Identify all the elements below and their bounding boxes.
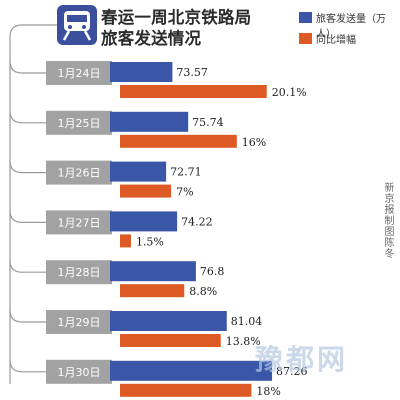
date-label: 1月28日	[58, 266, 101, 279]
date-label: 1月26日	[58, 167, 101, 180]
connector-line	[9, 24, 57, 384]
growth-bar	[120, 85, 267, 98]
credit-text: 新京报制图陈冬	[382, 182, 393, 259]
train-icon-light-right	[82, 25, 86, 29]
date-tab	[46, 359, 112, 384]
passenger-value-label: 87.26	[276, 365, 308, 378]
growth-bar	[120, 334, 221, 347]
passenger-value-label: 74.22	[181, 215, 213, 228]
passenger-bar	[110, 161, 167, 182]
growth-value-label: 13.8%	[226, 335, 261, 348]
chart-title-line-1: 春运一周北京铁路局	[101, 8, 252, 27]
train-icon-rail-right	[83, 30, 92, 41]
date-label: 1月30日	[58, 366, 101, 379]
passenger-value-label: 72.71	[170, 166, 202, 179]
passenger-bar	[110, 261, 196, 282]
connector-branch	[9, 160, 46, 174]
chart-title-line-2: 旅客发送情况	[101, 29, 202, 48]
passenger-bar	[110, 360, 273, 381]
passenger-value-label: 76.8	[200, 265, 225, 278]
growth-bar	[120, 134, 237, 148]
train-icon	[57, 5, 97, 45]
connector-branch	[9, 359, 46, 373]
passenger-value-label: 81.04	[231, 315, 262, 328]
growth-bar	[120, 234, 131, 248]
date-tab	[46, 310, 112, 334]
growth-value-label: 20.1%	[272, 86, 307, 99]
train-icon-light-left	[68, 25, 72, 29]
growth-bar	[120, 383, 252, 397]
growth-value-label: 16%	[242, 136, 266, 149]
date-tab	[46, 110, 112, 135]
date-label: 1月25日	[58, 117, 101, 130]
passenger-bar	[110, 311, 227, 331]
date-label: 1月29日	[58, 316, 101, 329]
passenger-value-label: 75.74	[192, 116, 224, 129]
growth-value-label: 1.5%	[136, 235, 164, 248]
date-tab	[46, 260, 112, 285]
growth-value-label: 8.8%	[189, 285, 217, 298]
growth-bar	[120, 284, 185, 298]
connector-branch	[9, 110, 46, 124]
passenger-bar	[110, 111, 189, 132]
legend-label-passengers: 旅客发送量（万人）	[316, 14, 386, 40]
legend-swatch-growth	[299, 33, 312, 44]
legend-label-growth: 同比增幅	[316, 35, 356, 46]
date-label: 1月27日	[58, 216, 101, 229]
date-tab	[46, 210, 112, 235]
passenger-value-label: 73.57	[176, 66, 208, 79]
legend-swatch-passengers	[299, 12, 312, 23]
date-tab	[46, 61, 112, 85]
train-icon-rail-left	[62, 30, 71, 41]
growth-bar	[120, 184, 172, 198]
growth-value-label: 7%	[176, 186, 193, 199]
passenger-bar	[110, 62, 173, 82]
date-label: 1月24日	[58, 67, 101, 80]
connector-branch	[9, 309, 46, 323]
connector-branch	[9, 210, 46, 223]
date-tab	[46, 160, 112, 185]
passenger-bar	[110, 211, 178, 232]
train-icon-window	[67, 15, 87, 22]
watermark-text: 豫都网	[255, 343, 349, 376]
connector-branch	[9, 60, 46, 74]
growth-value-label: 18%	[256, 385, 280, 398]
connector-branch	[9, 260, 46, 273]
